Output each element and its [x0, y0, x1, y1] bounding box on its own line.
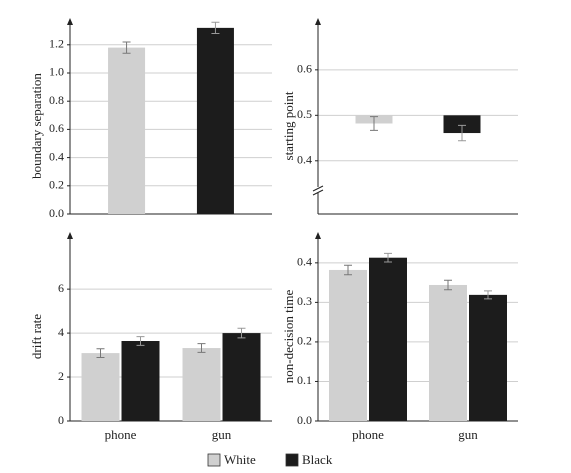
x-tick-label: phone	[352, 427, 384, 442]
bar	[329, 269, 367, 421]
axis-break	[312, 185, 324, 192]
legend-swatch	[285, 453, 299, 467]
y-tick-label: 0.5	[297, 107, 312, 121]
bar	[196, 27, 234, 215]
error-bar	[211, 21, 220, 35]
y-axis-label: boundary separation	[29, 73, 44, 179]
bar	[369, 257, 407, 421]
y-tick-label: 0.3	[297, 294, 312, 308]
y-tick-label: 1.0	[49, 65, 64, 79]
x-tick-label: phone	[105, 427, 137, 442]
error-bar	[122, 41, 131, 54]
bar	[182, 348, 221, 421]
axis-arrow	[315, 232, 321, 239]
bar	[469, 294, 507, 421]
y-tick-label: 6	[58, 281, 64, 295]
y-tick-label: 0.0	[49, 206, 64, 220]
legend-label: Black	[302, 452, 333, 467]
error-bar	[344, 264, 352, 276]
error-bar	[458, 124, 466, 142]
bar	[121, 341, 160, 421]
y-axis-label: non-decision time	[281, 290, 296, 384]
y-tick-label: 1.2	[49, 37, 64, 51]
error-bar	[237, 327, 246, 339]
y-tick-label: 4	[58, 325, 64, 339]
x-tick-label: gun	[212, 427, 232, 442]
legend-label: White	[224, 452, 256, 467]
bar	[429, 284, 467, 421]
x-tick-label: gun	[458, 427, 478, 442]
y-tick-label: 0.0	[297, 413, 312, 427]
y-tick-label: 0.2	[297, 334, 312, 348]
y-axis-label: starting point	[281, 91, 296, 160]
legend: White Black	[207, 452, 333, 467]
y-tick-label: 0.1	[297, 373, 312, 387]
legend-swatch	[207, 453, 221, 467]
y-tick-label: 0.8	[49, 93, 64, 107]
error-bar	[484, 290, 492, 300]
y-tick-label: 0.6	[49, 121, 64, 135]
axis-arrow	[67, 18, 73, 25]
axis-arrow	[315, 18, 321, 25]
error-bar	[370, 116, 378, 131]
y-axis-label: drift rate	[29, 314, 44, 359]
y-tick-label: 0.6	[297, 62, 312, 76]
error-bar	[384, 252, 392, 263]
error-bar	[96, 348, 105, 358]
axis-arrow	[67, 232, 73, 239]
error-bar	[197, 343, 206, 353]
y-tick-label: 0.4	[297, 255, 312, 269]
bar	[108, 47, 146, 214]
error-bar	[444, 279, 452, 291]
y-tick-label: 0.4	[49, 149, 64, 163]
axis-break-gap	[313, 187, 323, 193]
y-tick-label: 0.4	[297, 153, 312, 167]
y-tick-label: 2	[58, 369, 64, 383]
axis-break	[312, 189, 324, 196]
bar	[222, 333, 261, 421]
y-tick-label: 0	[58, 413, 64, 427]
bar	[443, 115, 481, 134]
y-tick-label: 0.2	[49, 178, 64, 192]
error-bar	[136, 336, 145, 346]
bar	[81, 353, 120, 421]
